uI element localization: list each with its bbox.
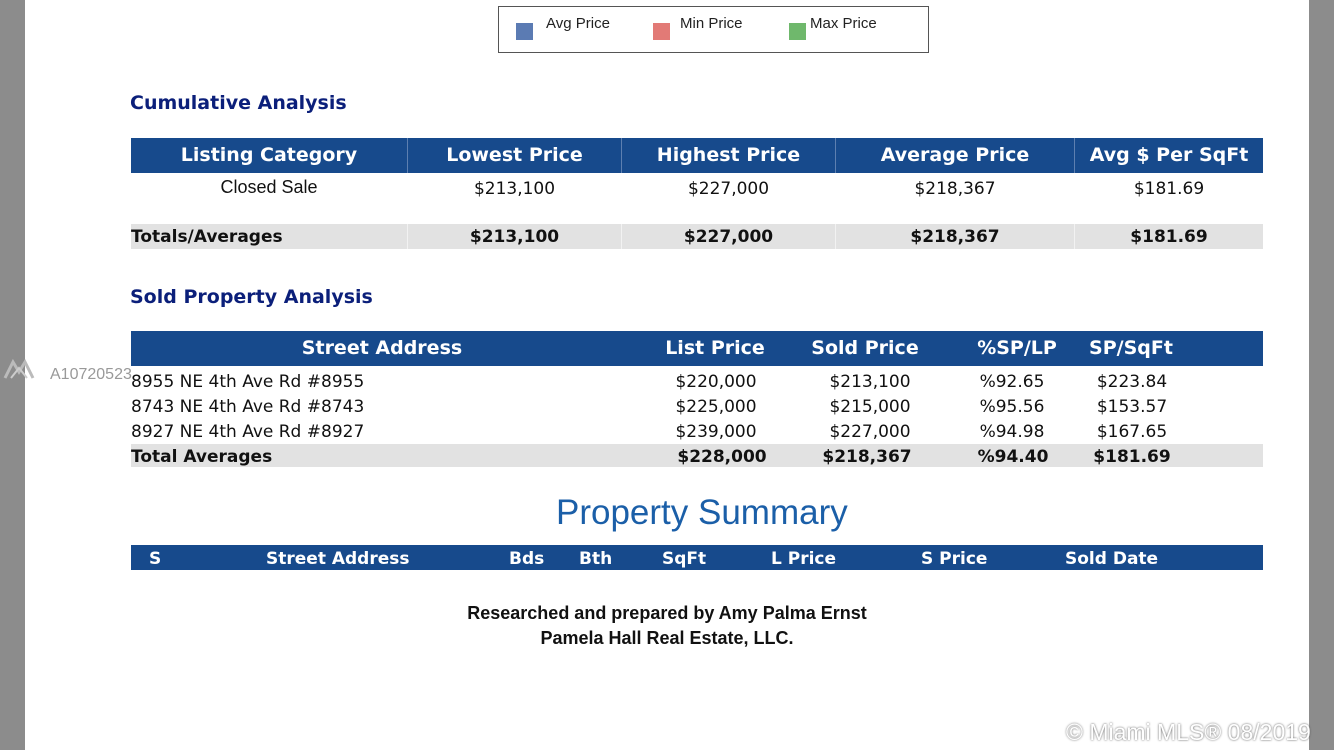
sold-list-price: $220,000 <box>675 372 757 392</box>
brokerage-name: Pamela Hall Real Estate, LLC. <box>540 628 794 648</box>
col-sqft: SqFt <box>662 549 707 569</box>
totals-label: Totals/Averages <box>131 227 283 247</box>
sold-totals-row <box>131 444 1263 467</box>
sold-property-analysis-title: Sold Property Analysis <box>130 286 373 308</box>
sold-sold-price: $227,000 <box>829 422 911 442</box>
cell-per-sqft: $181.69 <box>1133 179 1205 199</box>
col-avg-per-sqft: Avg $ Per SqFt <box>1089 144 1249 166</box>
sold-totals-sp-lp: %94.40 <box>977 447 1049 467</box>
sold-totals-list: $228,000 <box>677 447 767 467</box>
listing-id-watermark: A10720523 <box>50 366 132 383</box>
col-bds: Bds <box>509 549 545 569</box>
col-sp-lp: %SP/LP <box>977 337 1057 359</box>
col-list-price: List Price <box>665 337 765 359</box>
col-s: S <box>149 549 162 569</box>
col-highest-price: Highest Price <box>656 144 801 166</box>
cell-lowest: $213,100 <box>473 179 556 199</box>
cell-highest: $227,000 <box>687 179 770 199</box>
totals-average: $218,367 <box>910 227 1000 247</box>
col-sold-date: Sold Date <box>1065 549 1159 569</box>
totals-lowest: $213,100 <box>469 227 560 247</box>
property-summary-title: Property Summary <box>556 493 848 532</box>
col-sp-sqft: SP/SqFt <box>1089 337 1173 359</box>
sold-sp-sqft: $167.65 <box>1096 422 1168 442</box>
sold-sp-sqft: $223.84 <box>1096 372 1168 392</box>
legend-label-min: Min Price <box>680 15 743 32</box>
sold-sp-sqft: $153.57 <box>1096 397 1168 417</box>
sold-sp-lp: %95.56 <box>979 397 1045 417</box>
cell-average: $218,367 <box>914 179 996 199</box>
sold-sp-lp: %92.65 <box>979 372 1045 392</box>
cumulative-analysis-title: Cumulative Analysis <box>130 92 347 114</box>
report-page <box>25 0 1309 750</box>
totals-highest: $227,000 <box>683 227 774 247</box>
copyright-watermark: © Miami MLS® 08/2019 <box>1066 719 1311 745</box>
sold-table-header: Street Address List Price Sold Price %SP… <box>131 331 1263 366</box>
col-average-price: Average Price <box>880 144 1030 166</box>
prepared-by: Researched and prepared by Amy Palma Ern… <box>467 603 867 623</box>
sold-list-price: $225,000 <box>675 397 757 417</box>
legend-swatch-min <box>653 23 670 40</box>
totals-per-sqft: $181.69 <box>1130 227 1208 247</box>
cumulative-table-header: Listing Category Lowest Price Highest Pr… <box>131 138 1263 173</box>
sold-totals-sp-sqft: $181.69 <box>1093 447 1171 467</box>
col-l-price: L Price <box>771 549 837 569</box>
col-street-address: Street Address <box>301 337 463 359</box>
sold-totals-sold: $218,367 <box>822 447 912 467</box>
sold-totals-label: Total Averages <box>131 447 273 467</box>
col-listing-category: Listing Category <box>180 144 358 166</box>
sold-address: 8927 NE 4th Ave Rd #8927 <box>131 422 365 442</box>
col-sold-price: Sold Price <box>811 337 919 359</box>
mls-logo-icon <box>3 358 35 379</box>
legend-label-avg: Avg Price <box>546 15 610 32</box>
col-summary-address: Street Address <box>266 549 410 569</box>
legend-label-max: Max Price <box>810 15 877 32</box>
sold-address: 8743 NE 4th Ave Rd #8743 <box>131 397 365 417</box>
legend-swatch-avg <box>516 23 533 40</box>
cell-category: Closed Sale <box>220 177 318 197</box>
sold-list-price: $239,000 <box>675 422 757 442</box>
sold-sp-lp: %94.98 <box>979 422 1045 442</box>
sold-address: 8955 NE 4th Ave Rd #8955 <box>131 372 365 392</box>
sold-sold-price: $215,000 <box>829 397 911 417</box>
chart-legend: Avg Price Min Price Max Price <box>498 6 929 53</box>
col-bth: Bth <box>579 549 613 569</box>
col-s-price: S Price <box>921 549 988 569</box>
legend-swatch-max <box>789 23 806 40</box>
sold-sold-price: $213,100 <box>829 372 911 392</box>
col-lowest-price: Lowest Price <box>446 144 583 166</box>
summary-table-header: S Street Address Bds Bth SqFt L Price S … <box>131 545 1263 570</box>
